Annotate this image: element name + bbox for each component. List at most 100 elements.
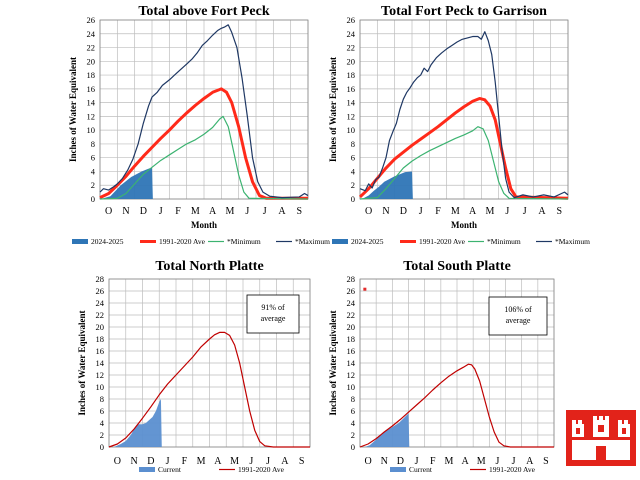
legend-label: *Minimum <box>487 237 521 246</box>
y-tick-label: 4 <box>91 166 96 176</box>
y-tick-label: 10 <box>347 125 356 135</box>
x-tick-label: A <box>461 456 469 467</box>
chart-title: Total South Platte <box>403 259 511 274</box>
legend-swatch <box>390 467 406 472</box>
x-tick-label: J <box>495 456 499 467</box>
x-tick-label: O <box>114 456 121 467</box>
y-tick-label: 26 <box>347 286 356 296</box>
x-tick-label: J <box>415 456 419 467</box>
y-tick-label: 26 <box>87 15 96 25</box>
x-tick-label: N <box>381 456 388 467</box>
x-tick-label: D <box>147 456 154 467</box>
x-tick-label: J <box>523 206 527 217</box>
chart-title: Total Fort Peck to Garrison <box>381 4 547 19</box>
y-tick-label: 14 <box>87 98 96 108</box>
legend: Current 1991-2020 Ave <box>390 465 536 474</box>
x-tick-label: M <box>444 456 453 467</box>
x-tick-label: S <box>299 456 305 467</box>
y-tick-label: 8 <box>100 394 104 404</box>
y-tick-label: 12 <box>96 370 105 380</box>
series-line-3 <box>359 31 569 199</box>
x-tick-label: J <box>419 206 423 217</box>
y-axis-label: Inches of Water Equivalent <box>77 311 87 416</box>
x-tick-label: N <box>382 206 389 217</box>
y-tick-label: 8 <box>91 139 95 149</box>
x-tick-label: J <box>512 456 516 467</box>
y-tick-label: 14 <box>347 358 356 368</box>
plot-frame <box>108 278 311 448</box>
y-tick-label: 2 <box>91 180 95 190</box>
logo-merlon <box>599 416 603 421</box>
legend-label: 1991-2020 Ave <box>419 237 466 246</box>
x-tick-label: M <box>477 456 486 467</box>
data-point-marker <box>363 287 367 291</box>
annotation-text: 91% of <box>261 303 285 312</box>
legend: 2024-2025 1991-2020 Ave *Minimum *Maximum <box>72 237 330 246</box>
logo-merlon <box>624 420 628 425</box>
plot-frame <box>99 19 309 200</box>
x-axis-label: Month <box>191 220 217 230</box>
y-tick-label: 10 <box>87 125 96 135</box>
legend-label: 2024-2025 <box>91 237 124 246</box>
y-tick-label: 4 <box>100 418 105 428</box>
x-tick-label: O <box>365 206 372 217</box>
chart-0: Total above Fort Peck0246810121416182022… <box>68 4 330 246</box>
x-tick-label: A <box>538 206 546 217</box>
logo-window <box>622 428 626 434</box>
logo-merlon <box>593 416 597 421</box>
x-tick-label: F <box>182 456 188 467</box>
series-line-1 <box>108 331 310 448</box>
x-tick-label: J <box>245 206 249 217</box>
y-tick-label: 0 <box>351 194 355 204</box>
y-tick-label: 22 <box>96 310 105 320</box>
logo-merlon <box>618 420 622 425</box>
x-tick-label: J <box>249 456 253 467</box>
x-tick-label: J <box>263 206 267 217</box>
y-tick-label: 0 <box>100 442 104 452</box>
x-tick-label: M <box>197 456 206 467</box>
logo-door <box>596 446 606 460</box>
y-tick-label: 2 <box>100 430 104 440</box>
x-tick-label: A <box>214 456 222 467</box>
legend-label: 1991-2020 Ave <box>489 465 536 474</box>
y-tick-label: 26 <box>347 15 356 25</box>
chart-1: Total Fort Peck to Garrison0246810121416… <box>328 4 590 246</box>
x-tick-label: J <box>505 206 509 217</box>
y-tick-label: 22 <box>87 43 96 53</box>
x-tick-label: M <box>230 456 239 467</box>
x-tick-label: D <box>140 206 147 217</box>
series-line-1 <box>359 363 554 448</box>
y-tick-label: 18 <box>347 70 356 80</box>
annotation-box <box>246 294 300 334</box>
series-line-3 <box>99 24 309 199</box>
x-tick-label: A <box>278 206 286 217</box>
logo-merlon <box>572 420 576 425</box>
x-tick-label: D <box>397 456 404 467</box>
legend: Current 1991-2020 Ave <box>139 465 285 474</box>
legend-swatch <box>332 239 348 244</box>
y-tick-label: 2 <box>351 430 355 440</box>
y-tick-label: 2 <box>351 180 355 190</box>
y-axis-label: Inches of Water Equivalent <box>328 57 338 162</box>
series-line-1 <box>99 87 308 200</box>
y-tick-label: 20 <box>96 322 105 332</box>
x-tick-label: S <box>543 456 549 467</box>
plot-frame <box>359 278 555 448</box>
y-tick-label: 20 <box>347 322 356 332</box>
logo-window <box>598 425 604 432</box>
x-tick-label: M <box>486 206 495 217</box>
legend-label: *Maximum <box>555 237 590 246</box>
y-tick-label: 24 <box>87 29 96 39</box>
x-tick-label: S <box>297 206 303 217</box>
x-tick-label: O <box>105 206 112 217</box>
plot-frame <box>359 19 569 200</box>
x-tick-label: A <box>281 456 289 467</box>
y-tick-label: 22 <box>347 43 356 53</box>
x-tick-label: J <box>159 206 163 217</box>
x-tick-label: N <box>131 456 138 467</box>
x-tick-label: J <box>266 456 270 467</box>
chart-3: Total South Platte0246810121416182022242… <box>328 259 555 474</box>
y-tick-label: 18 <box>87 70 96 80</box>
x-tick-label: S <box>557 206 563 217</box>
logo-merlon <box>605 416 609 421</box>
